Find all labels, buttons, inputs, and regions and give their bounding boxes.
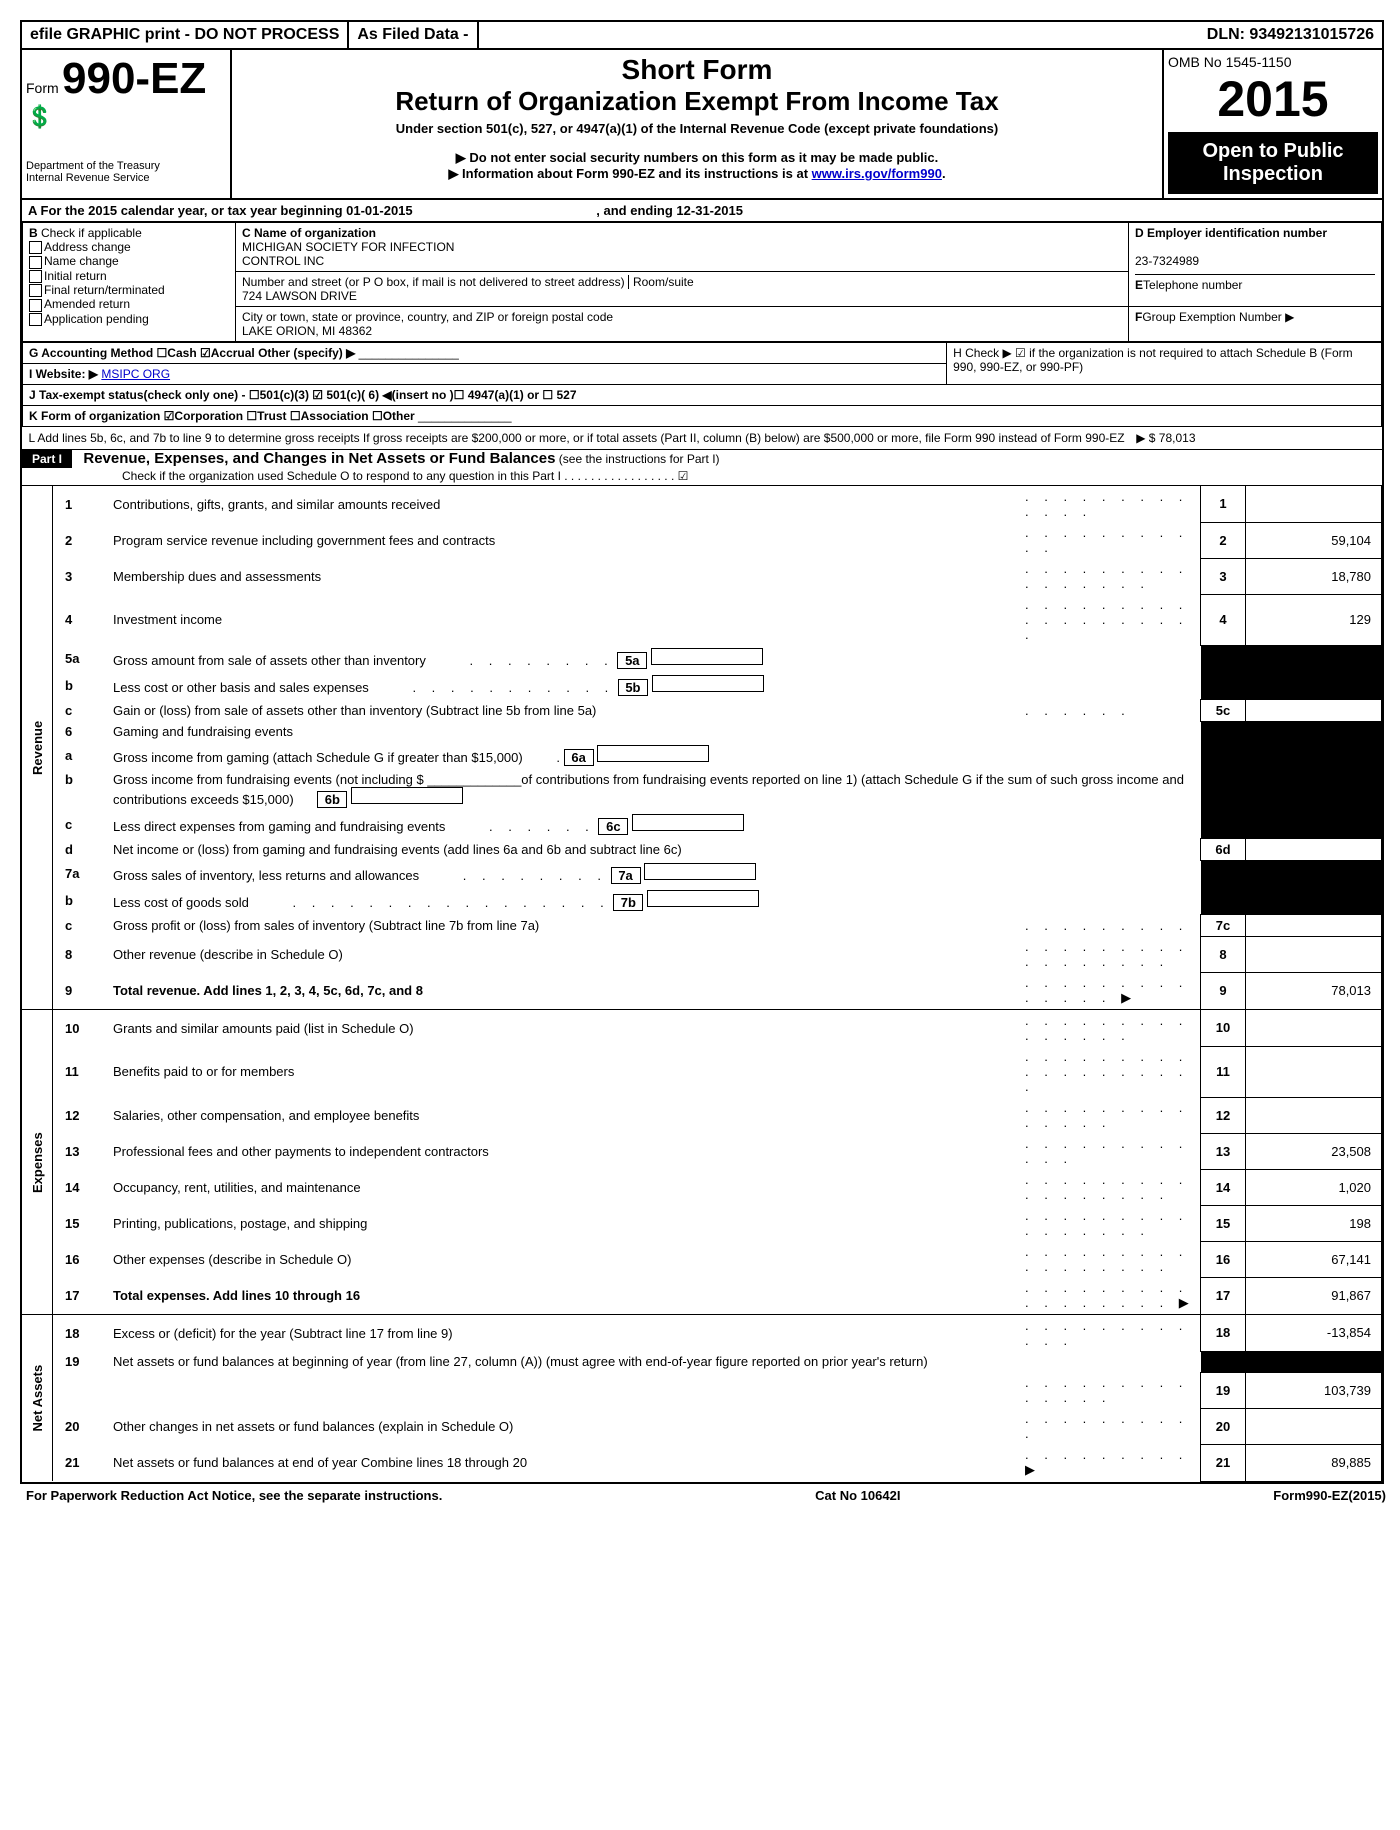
asfiled-label: As Filed Data - (349, 22, 478, 48)
part1-label: Part I (22, 450, 72, 468)
box-d-e: D Employer identification number 23-7324… (1129, 223, 1382, 307)
box-c-name: C Name of organization MICHIGAN SOCIETY … (236, 223, 1129, 272)
omb-no: OMB No 1545-1150 (1168, 54, 1378, 70)
netassets-label: Net Assets (22, 1315, 53, 1482)
footer-right: Form990-EZ(2015) (1273, 1488, 1386, 1503)
form-label: Form (26, 80, 59, 96)
box-f: FGroup Exemption Number ▶ (1129, 307, 1382, 342)
form-header: Form 990-EZ 💲 Department of the Treasury… (22, 50, 1382, 200)
row-i: I Website: ▶ MSIPC ORG (23, 364, 947, 385)
box-b: B Check if applicable Address change Nam… (23, 223, 236, 342)
part1-subtitle: (see the instructions for Part I) (559, 452, 720, 466)
note-info: ▶ Information about Form 990-EZ and its … (236, 166, 1158, 182)
top-bar: efile GRAPHIC print - DO NOT PROCESS As … (22, 22, 1382, 50)
return-title: Return of Organization Exempt From Incom… (236, 86, 1158, 117)
dept-treasury: Department of the Treasury (26, 160, 226, 172)
row-h: H Check ▶ ☑ if the organization is not r… (947, 343, 1382, 385)
box-c-city: City or town, state or province, country… (236, 307, 1129, 342)
header-right: OMB No 1545-1150 2015 Open to Public Ins… (1162, 50, 1382, 198)
row-a: A For the 2015 calendar year, or tax yea… (22, 200, 1382, 222)
open-to-public: Open to Public Inspection (1168, 132, 1378, 194)
header-left: Form 990-EZ 💲 Department of the Treasury… (22, 50, 232, 198)
form-number: 990-EZ (62, 54, 206, 103)
header-center: Short Form Return of Organization Exempt… (232, 50, 1162, 198)
website-link[interactable]: MSIPC ORG (101, 367, 170, 381)
efile-label: efile GRAPHIC print - DO NOT PROCESS (22, 22, 349, 48)
lines-table: Revenue 1 Contributions, gifts, grants, … (22, 485, 1382, 1482)
dln-label: DLN: 93492131015726 (1199, 22, 1382, 48)
short-form-title: Short Form (236, 54, 1158, 86)
irs-link[interactable]: www.irs.gov/form990 (812, 166, 942, 181)
form-990ez: efile GRAPHIC print - DO NOT PROCESS As … (20, 20, 1384, 1484)
dept-irs: Internal Revenue Service (26, 172, 226, 184)
row-g: G Accounting Method ☐Cash ☑Accrual Other… (23, 343, 947, 364)
tax-year: 2015 (1168, 70, 1378, 128)
footer-center: Cat No 10642I (815, 1488, 900, 1503)
footer-left: For Paperwork Reduction Act Notice, see … (26, 1488, 442, 1503)
revenue-label: Revenue (22, 486, 53, 1010)
part1-check: Check if the organization used Schedule … (22, 467, 1382, 485)
org-info-table: B Check if applicable Address change Nam… (22, 222, 1382, 342)
ghijkl-table: G Accounting Method ☐Cash ☑Accrual Other… (22, 342, 1382, 449)
page-footer: For Paperwork Reduction Act Notice, see … (20, 1484, 1392, 1507)
part1-header: Part I Revenue, Expenses, and Changes in… (22, 449, 1382, 485)
irs-eagle-icon: 💲 (26, 104, 226, 130)
expenses-label: Expenses (22, 1010, 53, 1315)
subtitle: Under section 501(c), 527, or 4947(a)(1)… (236, 121, 1158, 136)
row-l: L Add lines 5b, 6c, and 7b to line 9 to … (23, 427, 1382, 450)
note-ssn: ▶ Do not enter social security numbers o… (236, 150, 1158, 166)
part1-title: Revenue, Expenses, and Changes in Net As… (75, 450, 555, 467)
row-j: J Tax-exempt status(check only one) - ☐5… (23, 385, 1382, 406)
box-c-addr: Number and street (or P O box, if mail i… (236, 272, 1129, 307)
row-k: K Form of organization ☑Corporation ☐Tru… (23, 406, 1382, 427)
